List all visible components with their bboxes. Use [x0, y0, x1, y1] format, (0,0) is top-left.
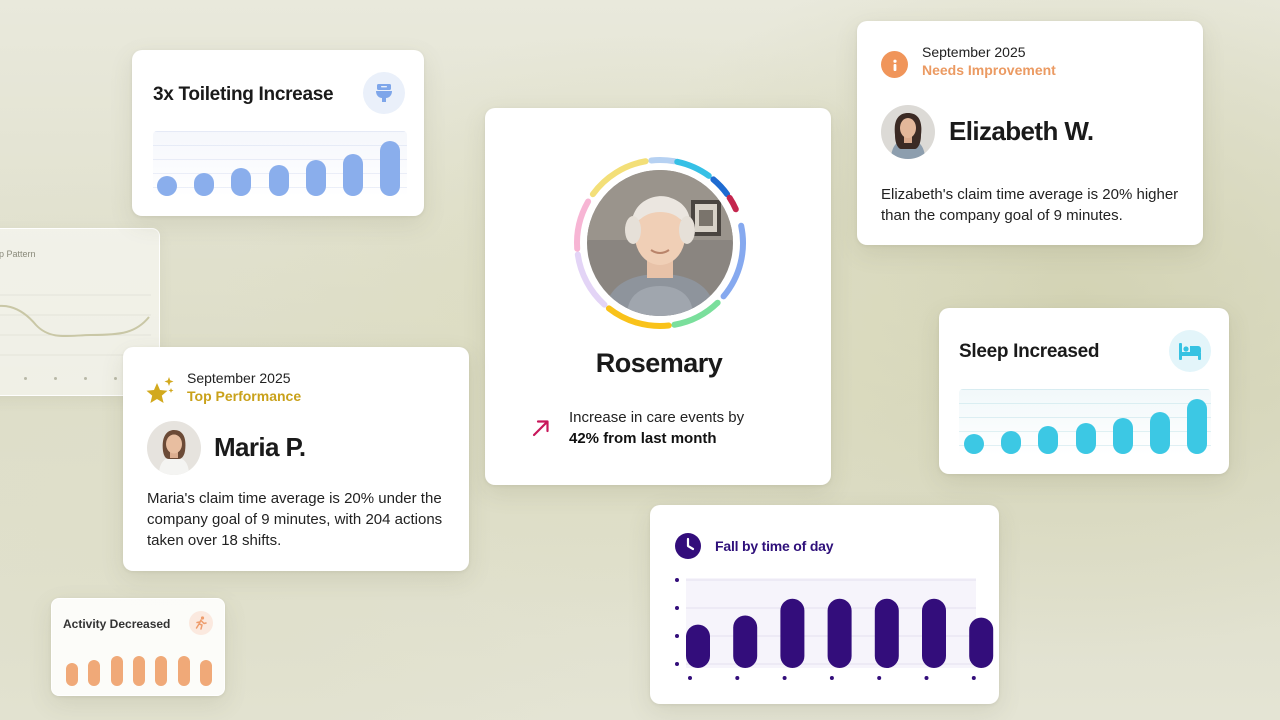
- chart-bar: [1150, 412, 1170, 454]
- chart-bar: [686, 624, 710, 668]
- chart-bar: [1001, 430, 1022, 454]
- chart-bar: [231, 168, 252, 196]
- ring-segment: [589, 158, 649, 198]
- review-description: Maria's claim time average is 20% under …: [147, 490, 443, 549]
- sleep-pattern-card: p Pattern: [0, 228, 160, 396]
- clock-icon: [675, 533, 701, 559]
- y-axis-tick-dot: [675, 578, 679, 582]
- staff-review-card-maria[interactable]: September 2025 Top Performance Maria P. …: [123, 347, 469, 571]
- x-axis-tick-dot: [782, 676, 787, 680]
- trend-value: 42% from last month: [569, 430, 717, 447]
- y-axis-tick-dot: [675, 606, 679, 610]
- toileting-title: 3x Toileting Increase: [153, 84, 334, 105]
- chart-bar: [343, 154, 363, 196]
- x-axis-tick-dot: [971, 676, 976, 680]
- chart-bar: [922, 598, 946, 668]
- ring-segment: [574, 251, 608, 308]
- ring-segment: [605, 305, 672, 329]
- sleep-pattern-title: p Pattern: [0, 249, 36, 259]
- chart-bar: [157, 176, 177, 196]
- chart-bar: [780, 598, 805, 668]
- axis-dot: [84, 377, 87, 380]
- review-description: Elizabeth's claim time average is 20% hi…: [881, 186, 1179, 224]
- info-icon: [881, 51, 908, 78]
- ring-segment: [710, 176, 731, 198]
- resident-name: Rosemary: [595, 348, 723, 378]
- x-axis-tick-dot: [735, 676, 740, 680]
- fall-bar-chart: [675, 578, 994, 680]
- chart-bar: [964, 434, 984, 454]
- axis-dot: [114, 377, 117, 380]
- chart-bar: [155, 656, 168, 686]
- care-events-ring: [574, 157, 746, 329]
- chart-bar: [1075, 423, 1096, 454]
- sleep-increased-card[interactable]: Sleep Increased: [939, 308, 1229, 474]
- chart-bar: [110, 656, 123, 686]
- sleep-title: Sleep Increased: [959, 341, 1100, 362]
- toilet-icon: [363, 72, 405, 114]
- fall-by-time-card[interactable]: Fall by time of day: [650, 505, 999, 704]
- x-axis-tick-dot: [924, 676, 929, 680]
- chart-bar: [874, 598, 899, 668]
- activity-decreased-card[interactable]: Activity Decreased: [51, 598, 225, 696]
- axis-dot: [54, 377, 57, 380]
- ring-segment: [671, 299, 721, 328]
- activity-title: Activity Decreased: [63, 617, 171, 631]
- sleep-pattern-line-chart: [0, 294, 151, 356]
- y-axis-tick-dot: [675, 662, 679, 666]
- chart-bar: [969, 617, 994, 668]
- avatar: [147, 421, 201, 475]
- rosemary-avatar: [587, 170, 733, 316]
- chart-bar: [66, 663, 78, 686]
- chart-bar: [733, 615, 758, 668]
- chart-bar: [177, 656, 190, 686]
- ring-segment: [674, 158, 712, 179]
- review-date: September 2025: [922, 44, 1026, 60]
- y-axis-tick-dot: [675, 634, 679, 638]
- fall-chart-title: Fall by time of day: [715, 538, 834, 554]
- bed-icon: [1169, 330, 1211, 372]
- x-axis-tick-dot: [688, 676, 692, 680]
- chart-bar: [1187, 399, 1208, 454]
- toileting-increase-card[interactable]: 3x Toileting Increase: [132, 50, 424, 216]
- resident-profile-card[interactable]: Rosemary Increase in care events by 42% …: [485, 108, 831, 485]
- chart-bar: [132, 656, 145, 686]
- review-date: September 2025: [187, 370, 291, 386]
- arrow-up-right-icon: [532, 420, 549, 437]
- chart-bar: [1038, 426, 1059, 454]
- avatar: [881, 105, 935, 159]
- chart-bar: [1112, 417, 1133, 454]
- ring-segment: [720, 222, 746, 300]
- x-axis-tick-dot: [877, 676, 882, 680]
- running-person-icon: [189, 611, 213, 635]
- chart-bar: [88, 660, 101, 686]
- staff-name: Maria P.: [214, 432, 306, 462]
- chart-bar: [199, 660, 212, 686]
- ring-segment: [648, 157, 678, 165]
- chart-bar: [268, 165, 289, 196]
- axis-dot: [24, 377, 27, 380]
- chart-bar: [827, 598, 852, 668]
- chart-bar: [194, 172, 215, 196]
- chart-bar: [305, 159, 326, 196]
- ring-segment: [574, 198, 592, 252]
- status-label: Top Performance: [187, 388, 302, 404]
- chart-bar: [380, 141, 401, 196]
- trend-text: Increase in care events by: [569, 409, 745, 426]
- x-axis-tick-dot: [829, 676, 834, 680]
- staff-review-card-elizabeth[interactable]: September 2025 Needs Improvement Elizabe…: [857, 21, 1203, 245]
- staff-name: Elizabeth W.: [949, 116, 1094, 146]
- status-label: Needs Improvement: [922, 62, 1056, 78]
- ring-segment: [726, 194, 739, 213]
- star-sparkle-icon: [146, 377, 174, 403]
